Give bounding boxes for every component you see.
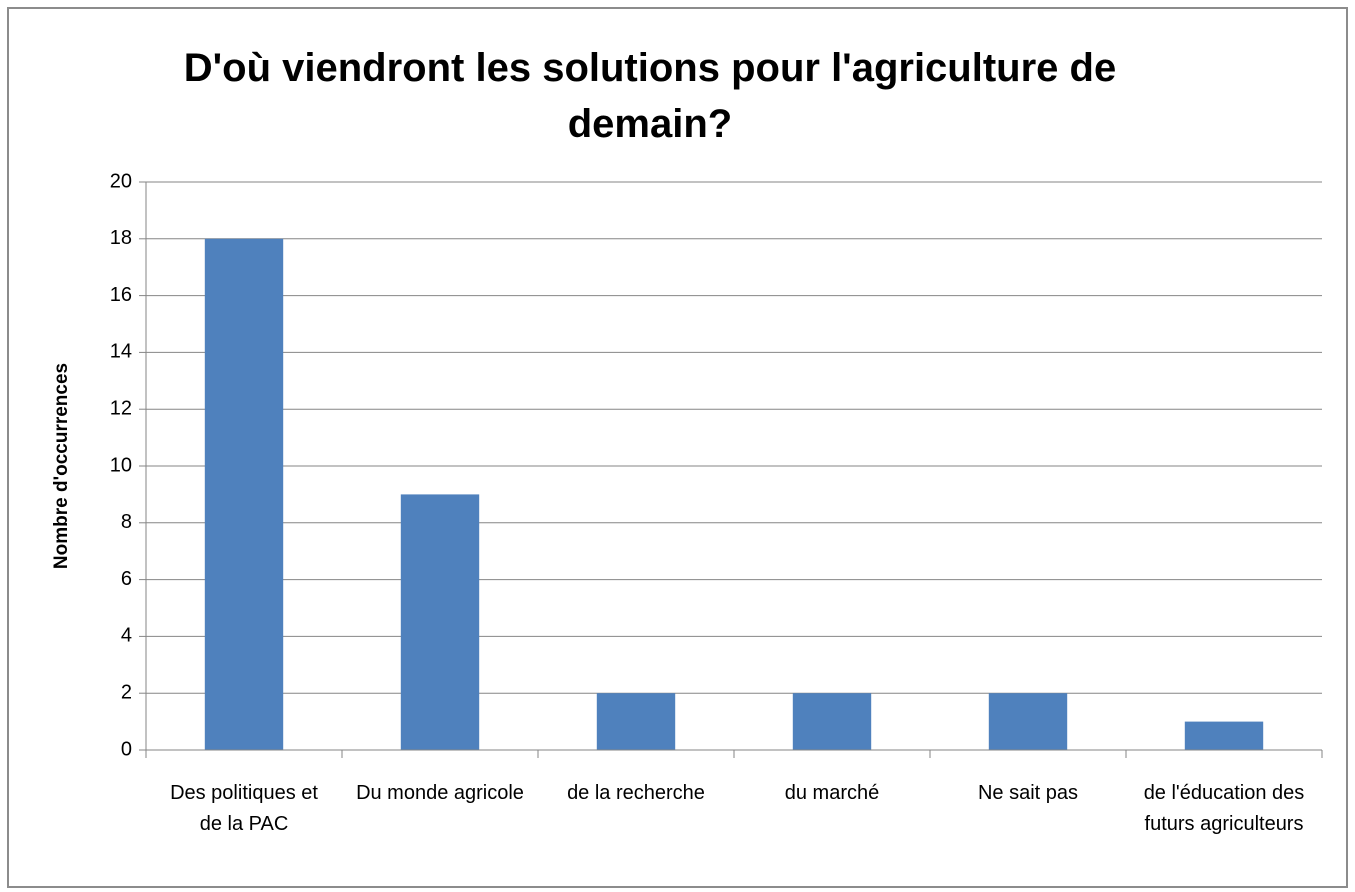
x-tick-label: Ne sait pas: [977, 782, 1079, 804]
bar: [1184, 721, 1264, 750]
bar: [400, 494, 480, 750]
chart-title: D'où viendront les solutions pour l'agri…: [183, 46, 1117, 146]
y-tick-label: 4: [121, 625, 132, 647]
bar: [792, 693, 872, 750]
y-tick-label: 20: [110, 170, 132, 192]
y-tick-label: 2: [121, 681, 132, 703]
x-tick-label: Des politiques et de la PAC: [170, 782, 318, 835]
y-tick-label: 12: [110, 397, 132, 419]
y-axis-label: Nombre d'occurrences: [51, 363, 72, 569]
y-tick-label: 0: [121, 738, 132, 760]
y-tick-label: 14: [110, 341, 132, 363]
y-tick-label: 10: [110, 454, 132, 476]
x-tick-label: Du monde agricole: [356, 782, 524, 804]
bar: [204, 238, 284, 751]
x-tick-label: de l'éducation des futurs agriculteurs: [1143, 782, 1305, 835]
y-tick-label: 16: [110, 284, 132, 306]
bar: [596, 693, 676, 750]
x-tick-label: du marché: [784, 782, 880, 804]
y-tick-label: 8: [121, 511, 132, 533]
bar: [988, 693, 1068, 750]
x-tick-label: de la recherche: [567, 782, 705, 804]
y-tick-label: 18: [110, 227, 132, 249]
y-tick-label: 6: [121, 568, 132, 590]
